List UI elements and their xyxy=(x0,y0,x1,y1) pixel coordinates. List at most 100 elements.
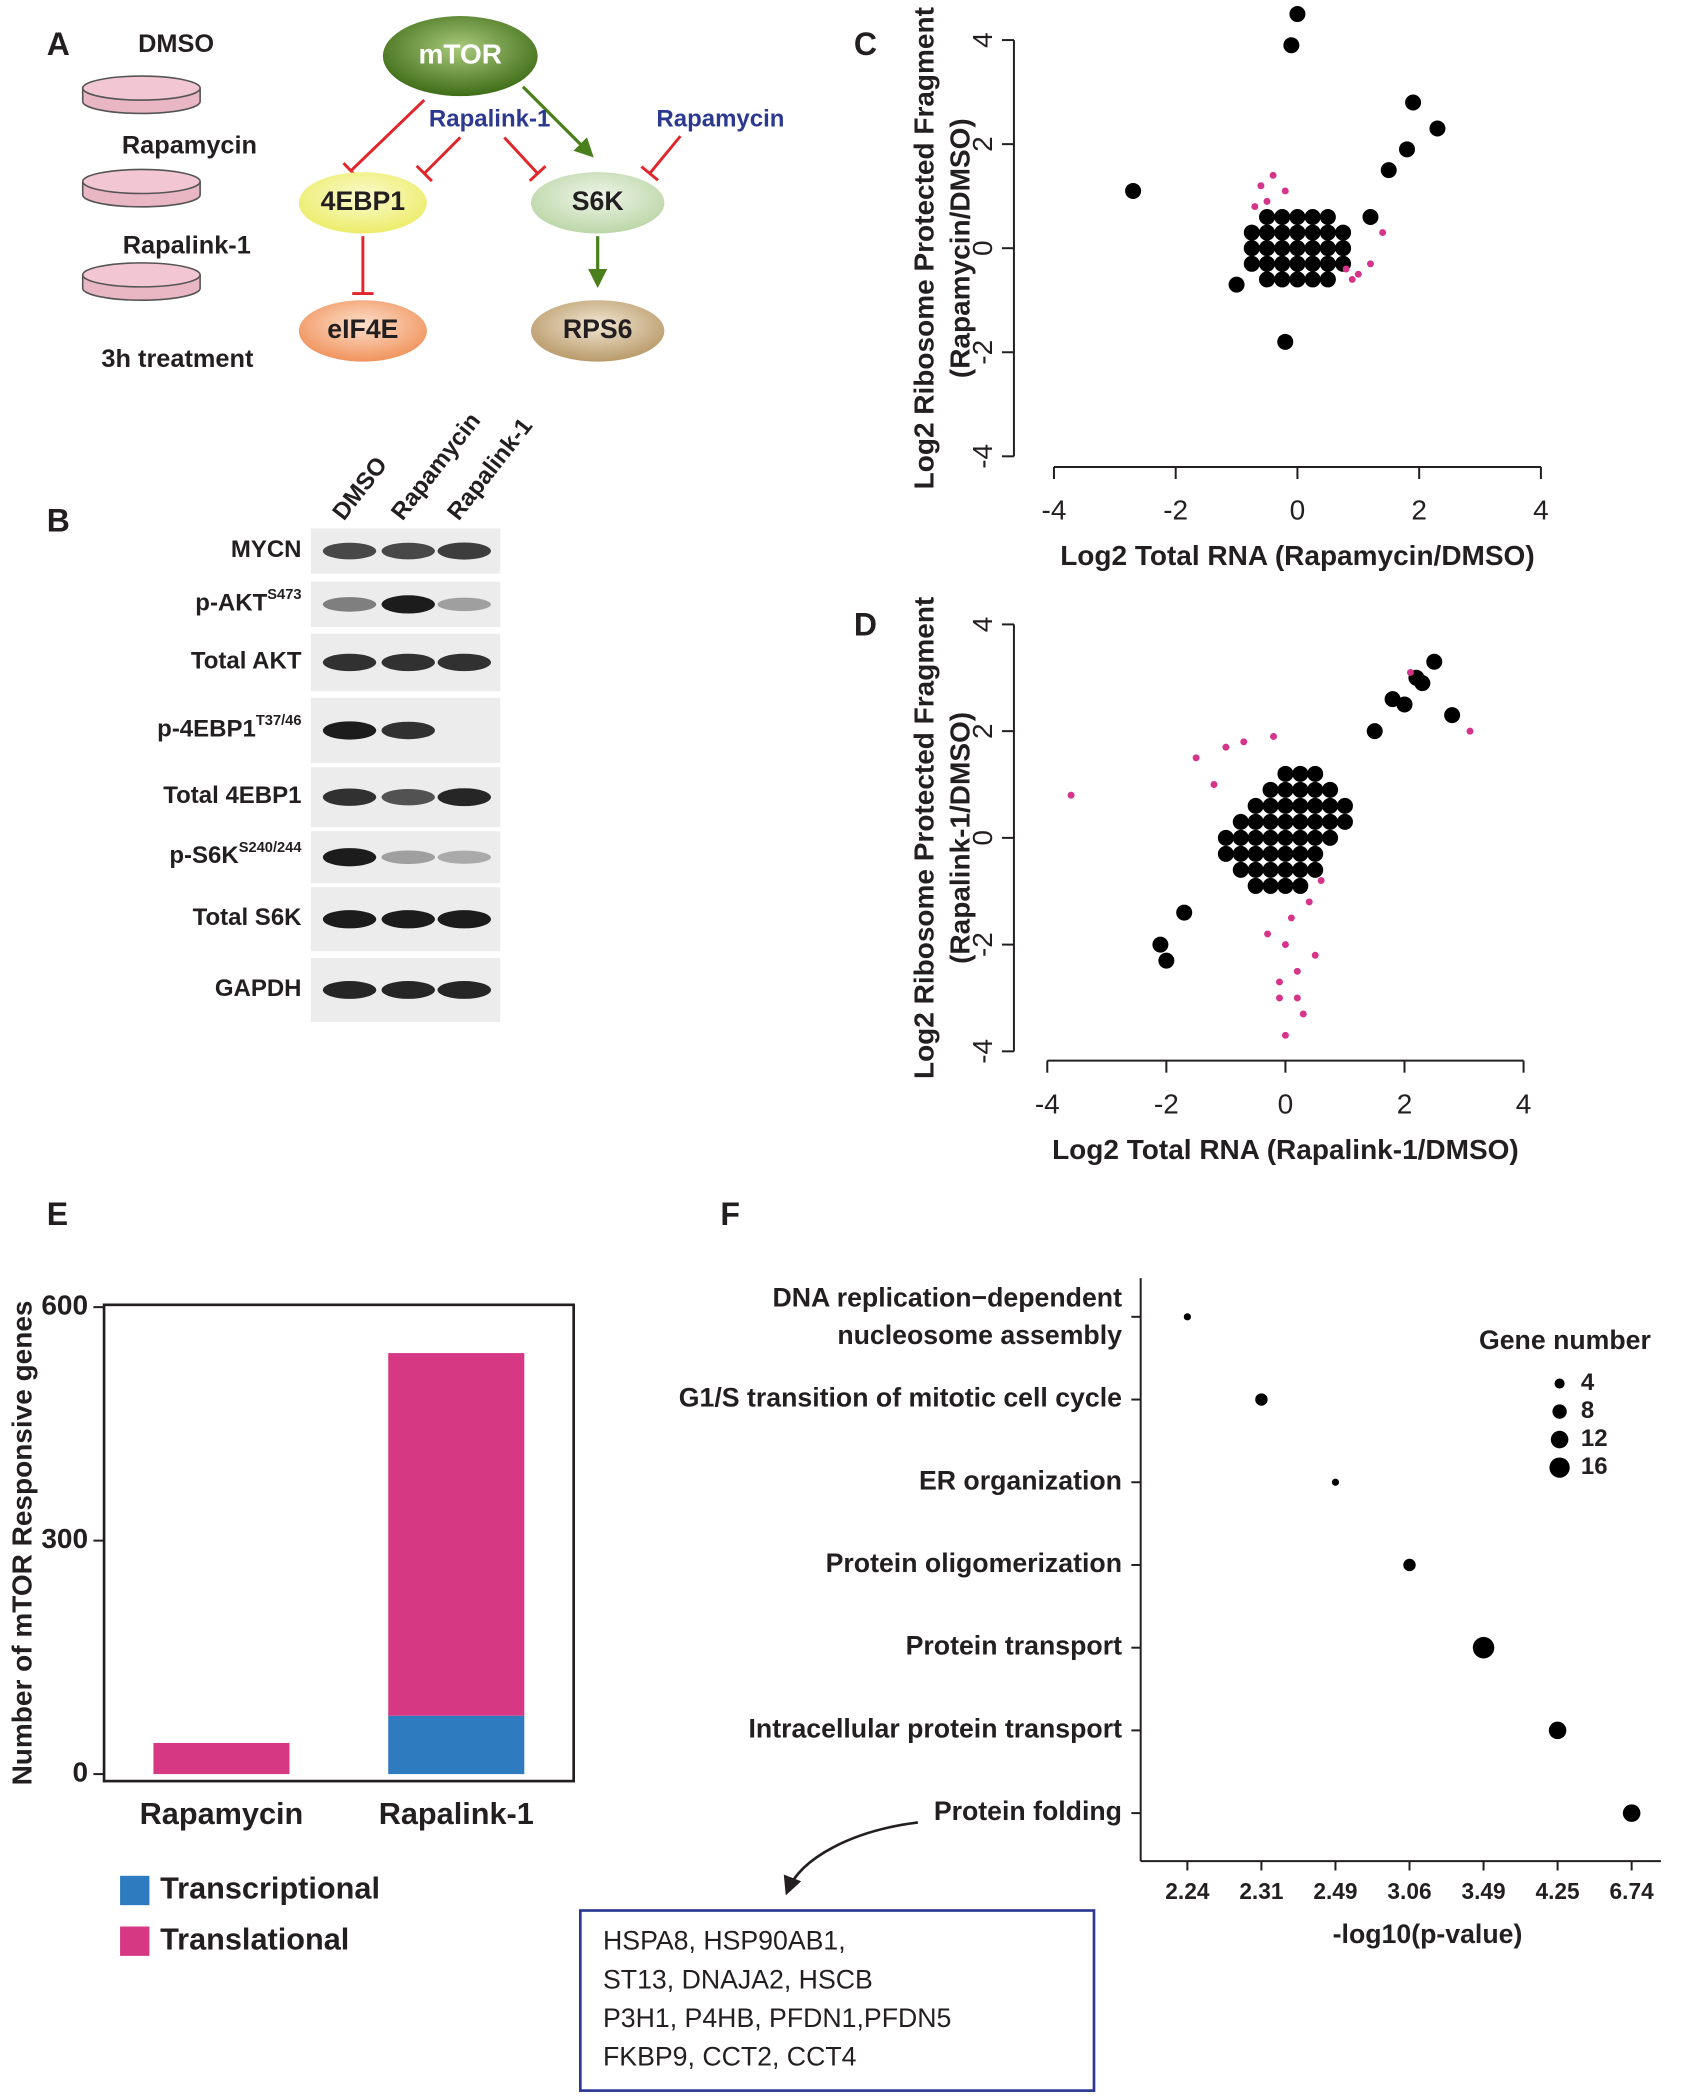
point xyxy=(1176,904,1193,921)
point xyxy=(1304,208,1321,225)
x-tick-label: Rapamycin xyxy=(140,1796,304,1831)
blot-band xyxy=(437,850,491,864)
blot-band xyxy=(437,653,491,672)
size-legend-dot xyxy=(1552,1404,1567,1419)
row-label-text: p-AKT xyxy=(195,590,267,617)
point xyxy=(1274,208,1291,225)
point xyxy=(1380,162,1397,179)
blot-row-label: GAPDH xyxy=(215,975,302,1002)
x-axis-title: Log2 Total RNA (Rapalink-1/DMSO) xyxy=(1052,1134,1519,1165)
point xyxy=(1232,813,1249,830)
point xyxy=(1384,691,1401,708)
inhibition xyxy=(423,136,462,175)
blot-band xyxy=(322,848,377,867)
node xyxy=(298,172,427,234)
point xyxy=(1292,877,1309,894)
point xyxy=(1274,271,1291,288)
blot-band xyxy=(381,981,435,999)
activation xyxy=(521,85,594,158)
row-label-sup: S240/244 xyxy=(239,840,303,856)
point xyxy=(1398,141,1416,158)
blot-band xyxy=(381,721,435,740)
point xyxy=(1304,240,1321,257)
point xyxy=(1243,224,1260,241)
y-axis-title: Number of mTOR Responsive genes xyxy=(6,1300,37,1785)
row-label-text: Total S6K xyxy=(193,905,303,932)
point xyxy=(1319,224,1336,241)
node xyxy=(530,172,665,234)
legend-label: Transcriptional xyxy=(160,1871,380,1906)
point xyxy=(1335,240,1352,257)
term-label: ER organization xyxy=(919,1465,1122,1495)
y-tick-label: 0 xyxy=(967,830,998,846)
point xyxy=(1319,240,1336,257)
point xyxy=(1444,707,1461,724)
panel-label: C xyxy=(854,26,877,62)
legend-swatch xyxy=(120,1875,150,1906)
blot-row-label: p-AKTS473 xyxy=(195,587,301,617)
blot-band xyxy=(322,981,377,999)
point xyxy=(1274,255,1291,272)
point xyxy=(1292,861,1309,878)
x-tick-label: -4 xyxy=(1042,495,1067,526)
point xyxy=(1283,37,1300,54)
node-label: eIF4E xyxy=(327,314,398,344)
point xyxy=(1232,829,1249,846)
x-tick-label: -2 xyxy=(1163,495,1188,526)
panel-label: B xyxy=(47,502,70,538)
row-label-text: GAPDH xyxy=(215,975,302,1002)
y-tick-label: -2 xyxy=(967,932,998,957)
point xyxy=(1336,813,1353,830)
point xyxy=(1251,203,1259,211)
point xyxy=(1319,208,1336,225)
point xyxy=(1304,255,1321,272)
legend-label: Translational xyxy=(160,1921,349,1956)
point xyxy=(1269,171,1277,179)
point xyxy=(1243,240,1260,257)
bar-segment xyxy=(388,1353,525,1716)
point xyxy=(1262,829,1279,846)
inhibition-arrows xyxy=(342,99,682,296)
size-legend-label: 12 xyxy=(1581,1425,1608,1452)
blot-band xyxy=(381,542,435,560)
row-label-sup: T37/46 xyxy=(256,713,302,729)
blot-row-label: MYCN xyxy=(231,536,302,563)
size-legend-dot xyxy=(1550,1430,1569,1449)
node xyxy=(530,300,665,362)
term-label: Intracellular protein transport xyxy=(749,1713,1123,1743)
blot-band xyxy=(322,910,377,929)
point xyxy=(1247,829,1264,846)
x-tick-label: 0 xyxy=(1278,1088,1294,1119)
node xyxy=(298,300,427,362)
size-legend-dot xyxy=(1554,1378,1565,1389)
bubble xyxy=(1622,1804,1641,1822)
point xyxy=(1319,271,1336,288)
x-tick-label: 2 xyxy=(1397,1088,1413,1119)
annotation-line: FKBP9, CCT2, CCT4 xyxy=(603,2042,857,2072)
y-tick-label: 0 xyxy=(72,1757,88,1788)
annotation-line: ST13, DNAJA2, HSCB xyxy=(603,1964,873,1994)
node-label: 4EBP1 xyxy=(321,186,406,216)
point xyxy=(1262,797,1279,814)
inhibition-bar xyxy=(528,165,547,182)
point xyxy=(1158,952,1175,969)
y-axis-title: Log2 Ribosome Protected Fragment xyxy=(908,7,939,489)
y-tick-label: 2 xyxy=(967,136,998,152)
point xyxy=(1287,914,1295,922)
point xyxy=(1414,675,1431,692)
point xyxy=(1317,877,1325,885)
y-tick-label: 600 xyxy=(41,1290,88,1321)
blot-band xyxy=(437,981,491,999)
node-label: mTOR xyxy=(419,38,503,69)
point xyxy=(1262,877,1279,894)
panel-label: F xyxy=(720,1196,740,1232)
blot-row-label: Total S6K xyxy=(193,905,303,932)
inhibition-bar xyxy=(415,164,433,183)
y-tick-label: -4 xyxy=(967,444,998,469)
point xyxy=(1277,797,1294,814)
panel-label: E xyxy=(47,1196,68,1232)
point xyxy=(1240,738,1248,746)
term-label: nucleosome assembly xyxy=(837,1320,1122,1350)
point xyxy=(1263,197,1271,205)
